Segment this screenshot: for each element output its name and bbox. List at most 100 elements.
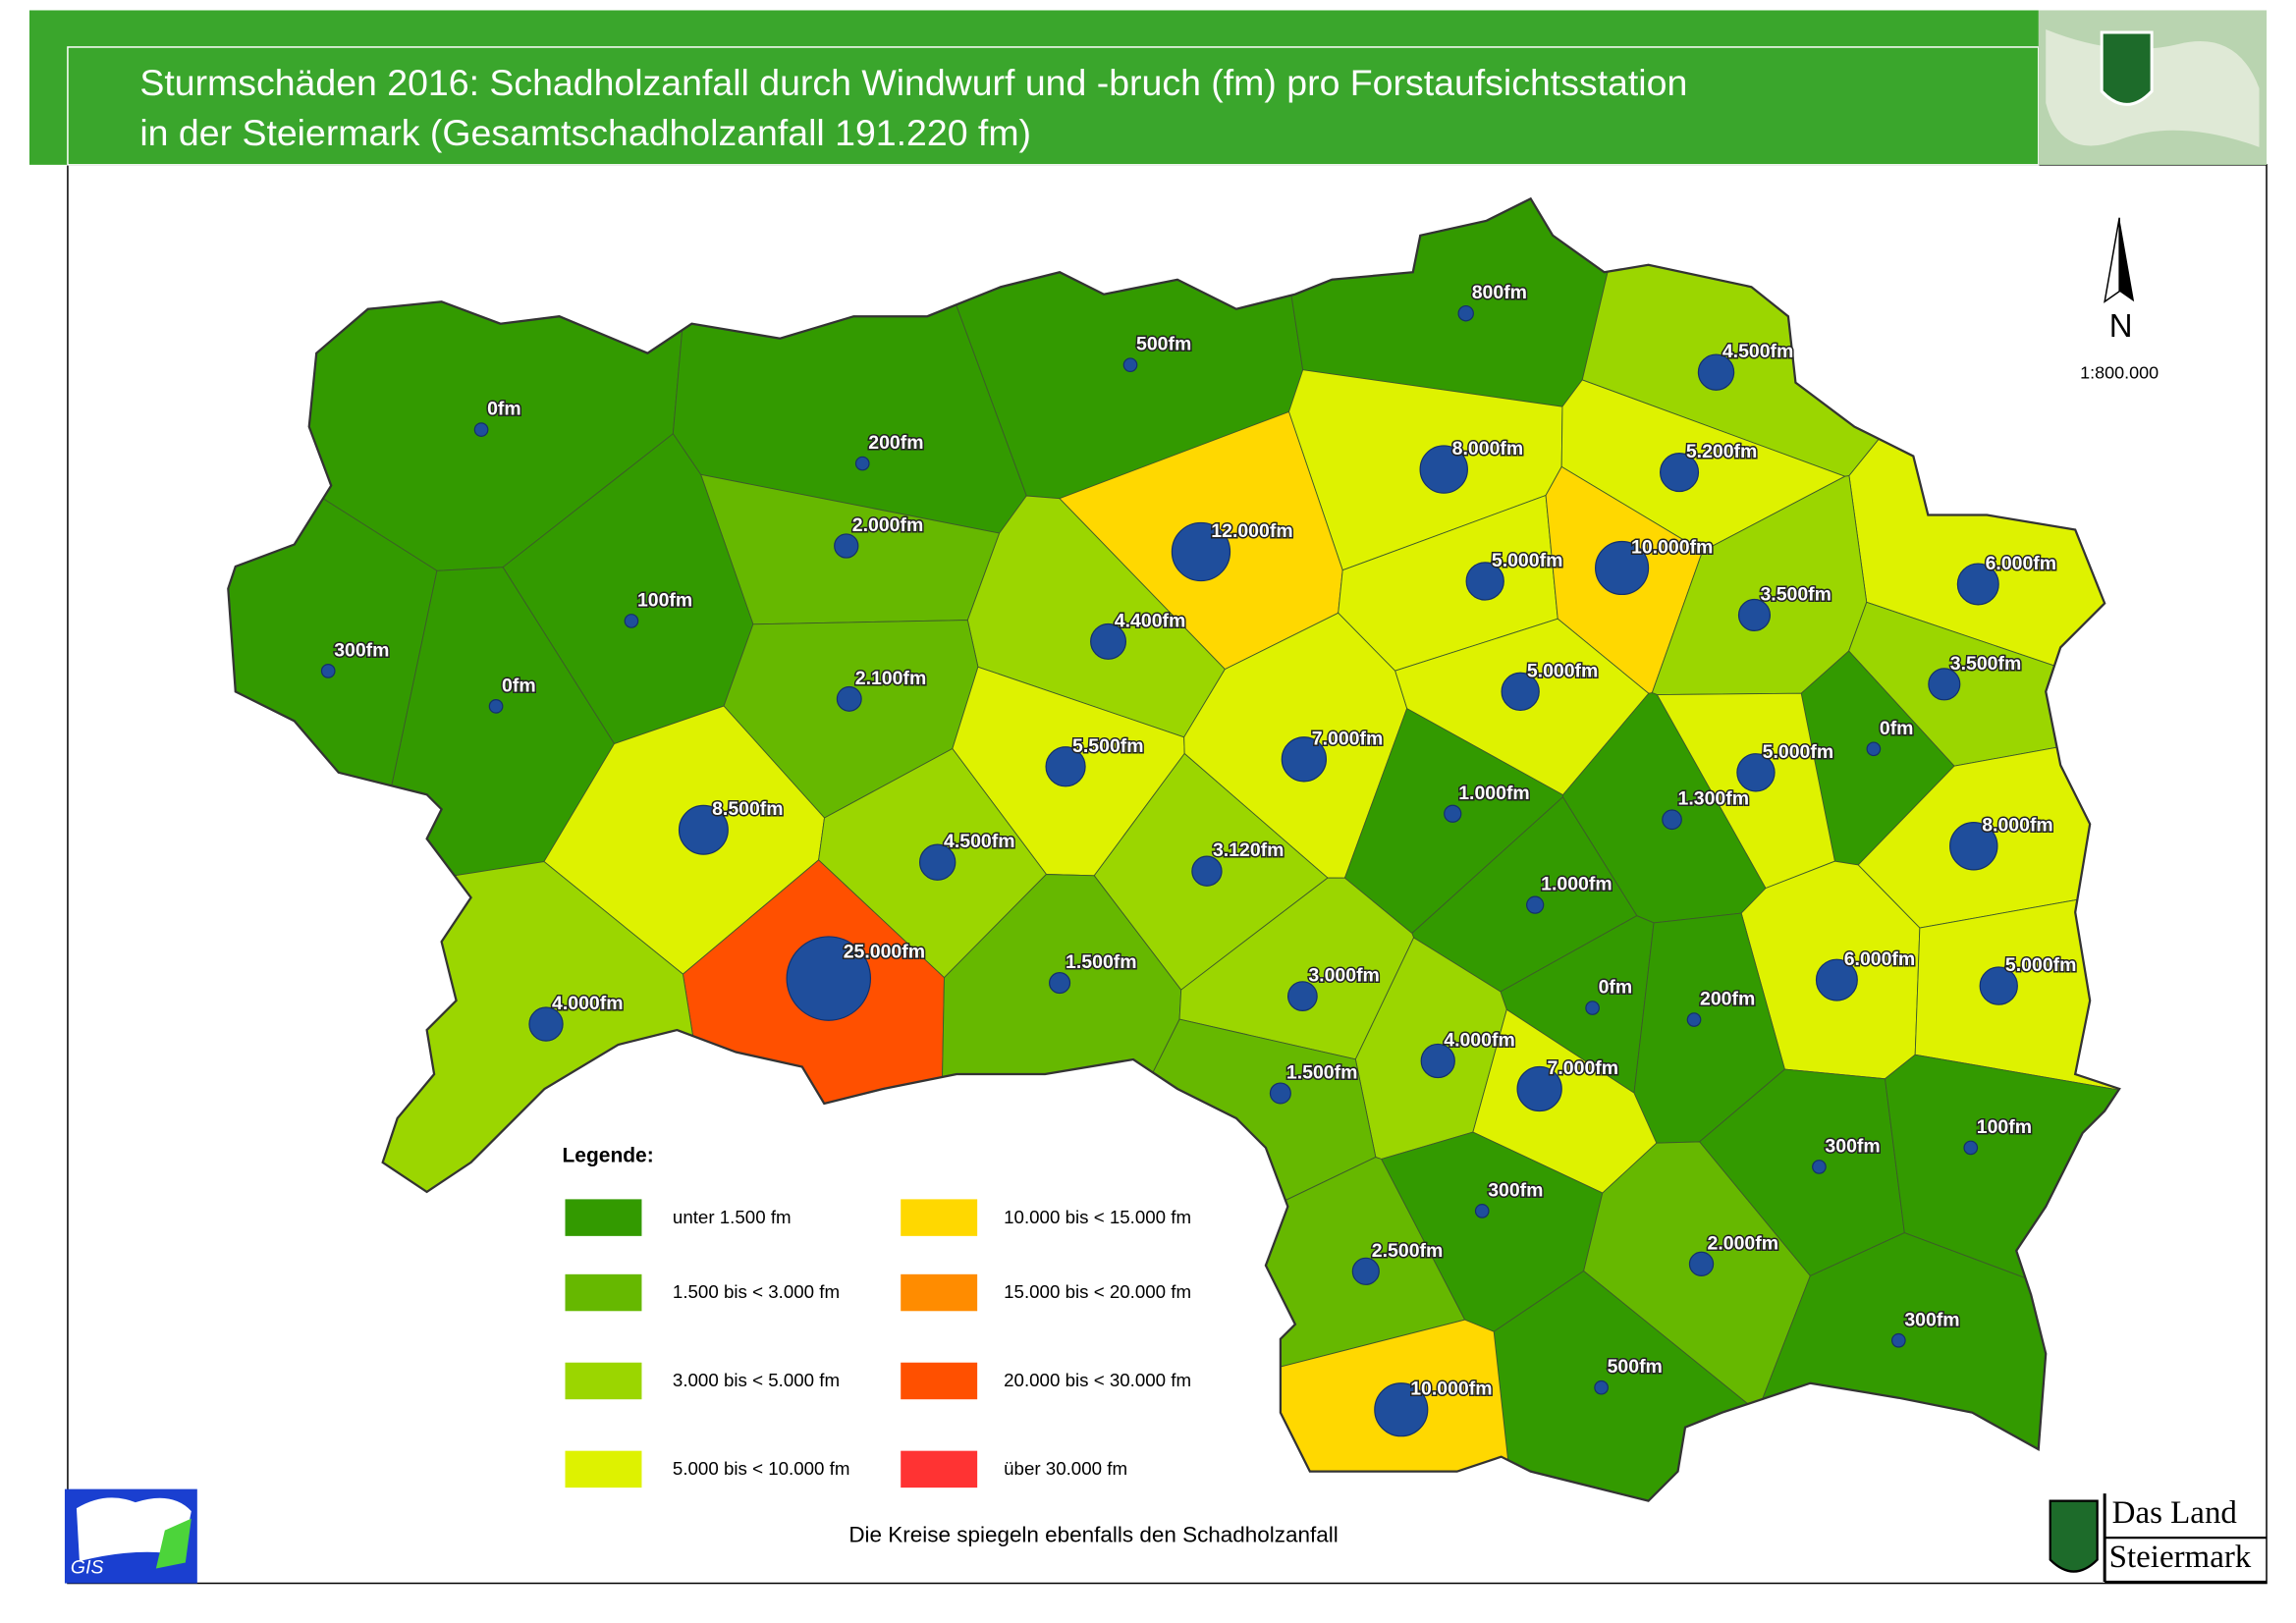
- station-circle: [836, 685, 862, 712]
- station-circle: [1122, 357, 1138, 373]
- station-label: 2.100fm: [855, 668, 927, 689]
- station-label: 6.000fm: [1844, 948, 1916, 970]
- station-circle: [1949, 821, 1998, 871]
- legend-swatch: [565, 1450, 642, 1488]
- station-label: 5.000fm: [1492, 550, 1563, 571]
- station-label: 0fm: [1880, 718, 1914, 739]
- station-circle: [854, 456, 870, 471]
- station-circle: [488, 699, 504, 714]
- station-circle: [1171, 521, 1231, 582]
- station-circle: [1281, 736, 1328, 783]
- legend-label: unter 1.500 fm: [673, 1207, 792, 1227]
- station-circle: [1419, 445, 1468, 494]
- station-label: 0fm: [502, 675, 536, 696]
- station-label: 7.000fm: [1312, 728, 1384, 749]
- station-label: 3.500fm: [1950, 653, 2022, 675]
- station-circle: [624, 614, 639, 628]
- station-label: 2.000fm: [852, 514, 924, 536]
- station-circle: [1891, 1332, 1906, 1348]
- station-label: 4.500fm: [1722, 341, 1794, 362]
- station-label: 6.000fm: [1986, 553, 2057, 574]
- land-logo-line: Steiermark: [2109, 1540, 2252, 1575]
- station-label: 1.000fm: [1541, 874, 1613, 895]
- station-label: 4.400fm: [1115, 610, 1186, 631]
- station-circle: [1049, 972, 1071, 995]
- coat-of-arms-logo: [2038, 10, 2268, 165]
- station-circle: [786, 936, 872, 1021]
- station-circle: [1686, 1012, 1702, 1027]
- station-label: 300fm: [1825, 1135, 1880, 1157]
- station-label: 300fm: [1904, 1309, 1959, 1330]
- station-circle: [1585, 1001, 1600, 1015]
- legend-swatch: [565, 1199, 642, 1236]
- station-label: 2.500fm: [1372, 1240, 1444, 1262]
- station-label: 3.500fm: [1760, 583, 1831, 605]
- legend-swatch: [565, 1362, 642, 1400]
- station-circle: [1979, 966, 2018, 1005]
- station-circle: [1697, 353, 1735, 391]
- station-label: 3.000fm: [1308, 965, 1380, 987]
- station-circle: [1286, 981, 1318, 1011]
- station-circle: [918, 843, 957, 881]
- station-circle: [1420, 1043, 1455, 1079]
- land-logo-line: Das Land: [2112, 1495, 2238, 1531]
- station-label: 5.500fm: [1072, 735, 1144, 757]
- station-circle: [1501, 672, 1540, 712]
- station-label: 4.000fm: [552, 993, 624, 1014]
- station-circle: [834, 533, 859, 559]
- station-label: 10.000fm: [1410, 1379, 1492, 1400]
- station-label: 100fm: [637, 589, 692, 611]
- note: Die Kreise spiegeln ebenfalls den Schadh…: [848, 1523, 1338, 1547]
- station-circle: [1351, 1257, 1380, 1285]
- station-circle: [1526, 895, 1545, 914]
- title-line: in der Steiermark (Gesamtschadholzanfall…: [139, 112, 1031, 153]
- legend-label: 3.000 bis < 5.000 fm: [673, 1370, 840, 1390]
- station-circle: [1956, 563, 1999, 606]
- station-label: 1.000fm: [1458, 783, 1530, 804]
- station-circle: [1688, 1251, 1715, 1276]
- title-line: Sturmschäden 2016: Schadholzanfall durch…: [139, 62, 1687, 103]
- station-label: 500fm: [1136, 334, 1191, 355]
- station-circle: [1662, 809, 1682, 831]
- station-label: 200fm: [1700, 989, 1755, 1010]
- station-circle: [678, 804, 729, 855]
- north-label: N: [2109, 307, 2133, 344]
- station-label: 1.300fm: [1678, 788, 1750, 810]
- station-circle: [1045, 746, 1086, 787]
- station-label: 0fm: [487, 399, 521, 420]
- station-label: 300fm: [1488, 1179, 1543, 1201]
- station-label: 8.000fm: [1982, 815, 2053, 837]
- station-circle: [1659, 453, 1700, 493]
- station-label: 0fm: [1599, 977, 1633, 999]
- station-label: 100fm: [1977, 1116, 2032, 1138]
- station-label: 10.000fm: [1631, 536, 1713, 558]
- station-label: 7.000fm: [1548, 1057, 1619, 1079]
- station-circle: [1815, 958, 1858, 1001]
- station-label: 3.120fm: [1213, 839, 1285, 861]
- legend-label: 20.000 bis < 30.000 fm: [1004, 1370, 1191, 1390]
- scale-label: 1:800.000: [2080, 362, 2159, 382]
- legend-label: 15.000 bis < 20.000 fm: [1004, 1281, 1191, 1302]
- station-circle: [1465, 562, 1504, 601]
- station-label: 5.000fm: [1763, 741, 1834, 763]
- legend-label: 10.000 bis < 15.000 fm: [1004, 1207, 1191, 1227]
- station-label: 300fm: [334, 639, 389, 661]
- gis-logo-text: GIS: [71, 1557, 104, 1579]
- station-label: 25.000fm: [844, 941, 925, 962]
- station-label: 1.500fm: [1286, 1062, 1358, 1084]
- station-label: 2.000fm: [1708, 1232, 1779, 1254]
- station-circle: [528, 1006, 564, 1042]
- state-outline: [227, 196, 2121, 1502]
- station-label: 8.000fm: [1452, 438, 1524, 460]
- legend-swatch: [901, 1450, 978, 1488]
- station-label: 4.000fm: [1444, 1030, 1515, 1052]
- station-label: 8.500fm: [712, 798, 784, 820]
- regions: [227, 197, 2120, 1502]
- legend-swatch: [901, 1362, 978, 1400]
- station-circle: [1595, 540, 1650, 596]
- legend: unter 1.500 fm 1.500 bis < 3.000 fm 3.000 …: [565, 1199, 1191, 1488]
- station-circle: [1812, 1160, 1827, 1174]
- station-circle: [1444, 804, 1462, 823]
